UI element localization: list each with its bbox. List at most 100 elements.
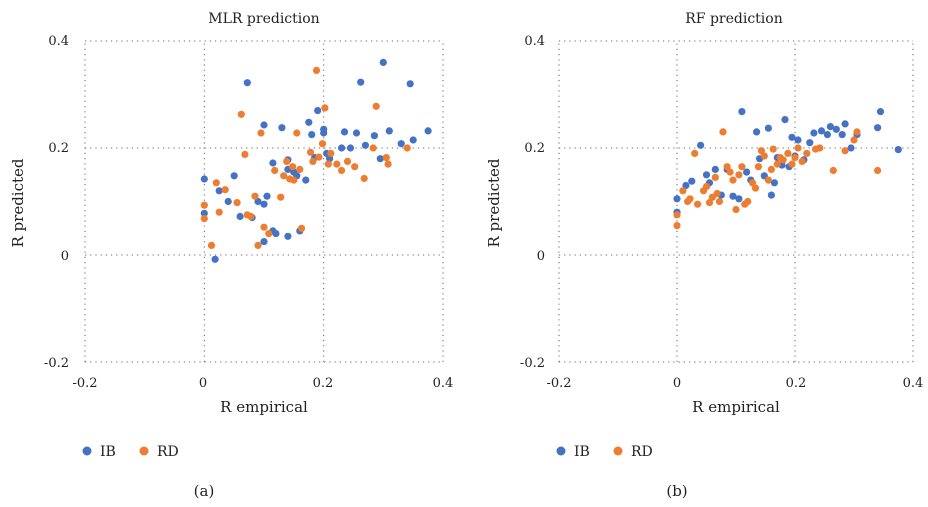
data-point-rd	[673, 222, 681, 230]
data-point-ib	[200, 209, 208, 217]
data-point-rd	[874, 166, 882, 175]
mlr-chart: MLR prediction 0.4 0.2 0 -0.2 -0.2 0 0.2…	[9, 11, 453, 500]
data-point-ib	[838, 131, 846, 139]
data-point-rd	[306, 148, 315, 156]
data-point-rd	[760, 152, 768, 160]
data-point-ib	[817, 127, 826, 135]
data-point-rd	[711, 173, 719, 181]
data-point-rd	[691, 149, 699, 157]
data-point-rd	[798, 157, 806, 165]
data-point-ib	[263, 192, 271, 200]
data-point-rd	[289, 163, 297, 171]
data-point-rd	[318, 140, 327, 148]
data-point-ib	[385, 127, 393, 135]
data-point-ib	[788, 133, 796, 141]
x-axis-label: R empirical	[220, 398, 308, 416]
data-point-ib	[673, 195, 681, 203]
legend-label-ib: IB	[100, 444, 116, 460]
legend-label-ib: IB	[574, 444, 590, 460]
data-point-rd	[207, 241, 216, 249]
data-point-rd	[215, 208, 223, 216]
data-point-ib	[764, 124, 773, 132]
data-point-rd	[338, 166, 346, 175]
data-point-rd	[321, 104, 329, 112]
grid	[558, 40, 914, 363]
data-point-rd	[298, 224, 306, 232]
x-tick-label: 0.4	[903, 376, 924, 391]
data-point-rd	[251, 192, 259, 200]
data-point-rd	[283, 157, 291, 165]
data-point-ib	[320, 129, 328, 137]
legend-label-rd: RD	[631, 444, 653, 460]
data-point-ib	[302, 176, 310, 184]
y-tick-label: 0.2	[48, 141, 69, 156]
legend-marker-ib	[82, 446, 92, 456]
legend-marker-rd	[139, 446, 149, 456]
data-point-ib	[338, 144, 346, 152]
x-tick-label: -0.2	[546, 376, 571, 391]
data-point-rd	[221, 186, 229, 194]
data-point-rd	[254, 241, 262, 249]
data-point-ib	[770, 179, 779, 187]
legend-marker-rd	[613, 446, 623, 456]
data-point-rd	[738, 163, 746, 171]
data-point-rd	[343, 157, 352, 165]
data-point-ib	[841, 120, 849, 128]
data-point-rd	[679, 187, 687, 195]
data-point-rd	[260, 223, 268, 231]
data-point-rd	[372, 102, 380, 110]
data-point-rd	[764, 176, 773, 184]
data-point-rd	[312, 66, 321, 74]
data-point-rd	[723, 163, 731, 171]
x-tick-label: 0.4	[433, 376, 454, 391]
data-point-rd	[290, 176, 298, 184]
panel-label: (b)	[666, 482, 687, 500]
data-point-ib	[810, 129, 818, 137]
rf-chart: RF prediction 0.4 0.2 0 -0.2 -0.2 0 0.2 …	[485, 11, 923, 500]
data-point-rd	[773, 160, 781, 168]
data-point-ib	[729, 192, 737, 200]
data-point-ib	[832, 125, 840, 133]
y-axis-label: R predicted	[485, 158, 503, 247]
data-point-ib	[711, 165, 719, 173]
data-point-rd	[324, 160, 332, 168]
data-point-rd	[384, 160, 392, 168]
data-point-ib	[753, 128, 761, 136]
data-point-ib	[260, 200, 268, 208]
data-point-rd	[841, 147, 849, 155]
y-tick-label: 0.4	[48, 34, 69, 49]
data-point-ib	[697, 141, 705, 149]
data-point-ib	[702, 171, 711, 179]
data-point-rd	[200, 201, 208, 209]
data-point-rd	[719, 128, 727, 136]
data-point-rd	[754, 163, 763, 171]
data-point-ib	[876, 108, 885, 116]
data-point-ib	[823, 131, 832, 139]
data-points	[673, 108, 902, 230]
data-point-rd	[702, 182, 711, 191]
data-point-ib	[743, 168, 751, 176]
data-point-rd	[673, 211, 681, 219]
data-point-rd	[200, 215, 208, 223]
data-point-rd	[732, 205, 740, 214]
data-point-ib	[409, 136, 417, 144]
y-tick-label: 0.2	[524, 141, 545, 156]
data-point-rd	[791, 154, 799, 162]
y-tick-label: -0.2	[520, 356, 545, 371]
y-tick-label: -0.2	[44, 356, 69, 371]
data-point-ib	[308, 131, 316, 139]
data-point-ib	[826, 123, 835, 131]
data-point-ib	[894, 146, 902, 154]
data-point-rd	[769, 145, 777, 153]
data-point-rd	[351, 163, 359, 171]
data-point-rd	[829, 166, 837, 175]
data-point-ib	[361, 141, 369, 149]
data-point-rd	[382, 154, 390, 162]
y-axis-label: R predicted	[9, 158, 27, 247]
data-point-rd	[767, 165, 776, 173]
data-point-rd	[726, 168, 734, 176]
data-point-rd	[265, 230, 273, 238]
data-point-rd	[850, 136, 858, 144]
data-point-ib	[352, 129, 361, 137]
data-point-ib	[379, 58, 387, 66]
